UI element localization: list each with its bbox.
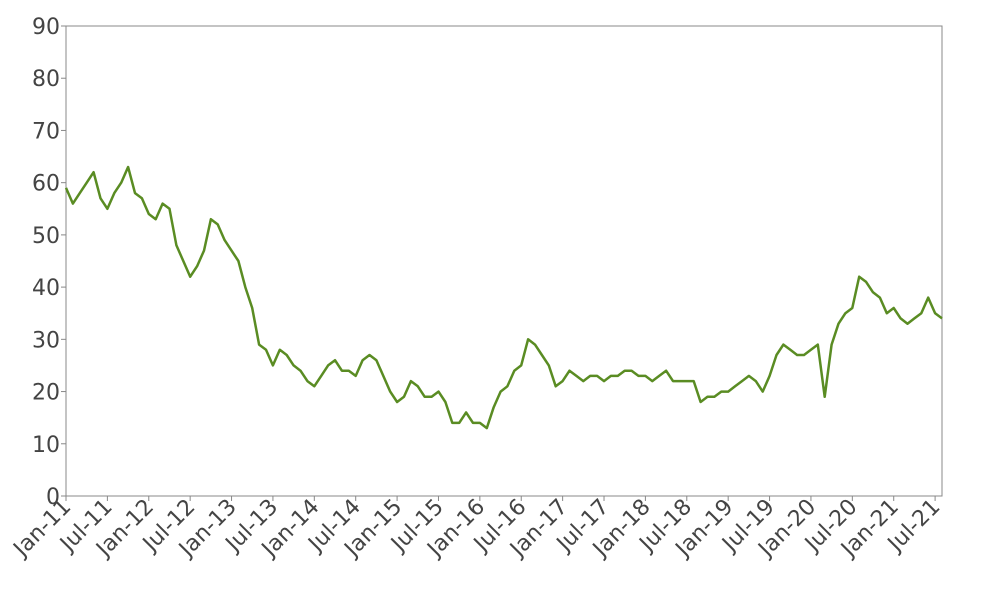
y-tick-label: 0 (46, 485, 60, 510)
plot-frame (65, 25, 943, 497)
y-tick-label: 50 (32, 224, 60, 249)
y-tick-label: 70 (32, 119, 60, 144)
price-line (64, 165, 943, 430)
y-tick-label: 80 (32, 67, 60, 92)
y-tick-label: 40 (32, 276, 60, 301)
y-tick-label: 10 (32, 433, 60, 458)
y-tick-label: 90 (32, 15, 60, 40)
y-tick-label: 30 (32, 328, 60, 353)
y-tick-label: 60 (32, 172, 60, 197)
y-tick-label: 20 (32, 381, 60, 406)
